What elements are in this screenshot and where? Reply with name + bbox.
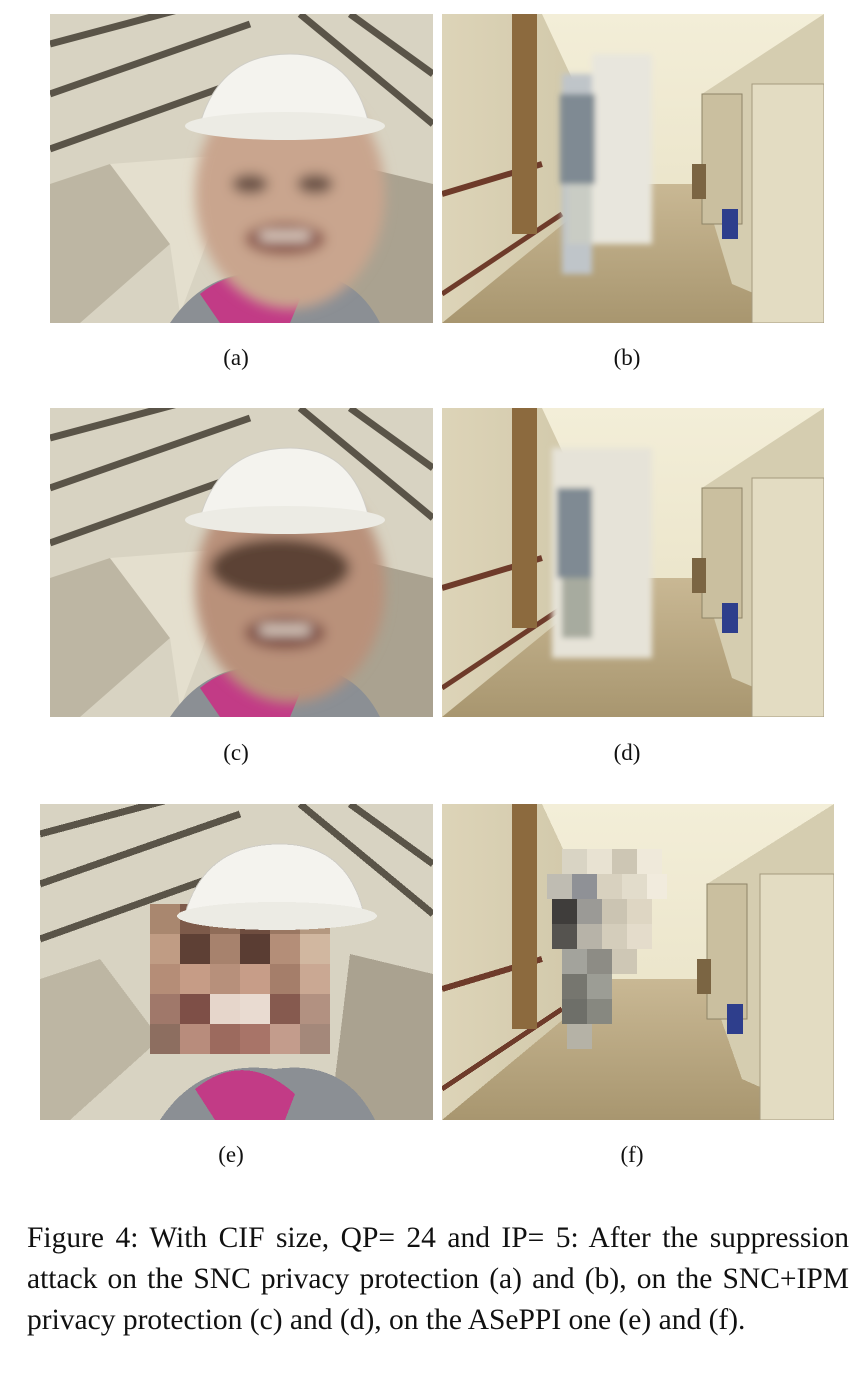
panel-a-label: (a) bbox=[223, 345, 249, 370]
panel-b-image bbox=[442, 14, 824, 323]
panel-d-label: (d) bbox=[613, 740, 641, 765]
panel-c-label: (c) bbox=[223, 740, 249, 765]
panel-f-label: (f) bbox=[620, 1142, 644, 1167]
panel-e-image bbox=[40, 804, 433, 1120]
panel-f-image bbox=[442, 804, 834, 1120]
figure-caption: Figure 4: With CIF size, QP= 24 and IP= … bbox=[27, 1222, 849, 1336]
panel-e-label: (e) bbox=[218, 1142, 244, 1167]
panel-b-label: (b) bbox=[613, 345, 641, 370]
panel-c-image bbox=[50, 408, 433, 717]
panel-a-image bbox=[50, 14, 433, 323]
panel-d-image bbox=[442, 408, 824, 717]
